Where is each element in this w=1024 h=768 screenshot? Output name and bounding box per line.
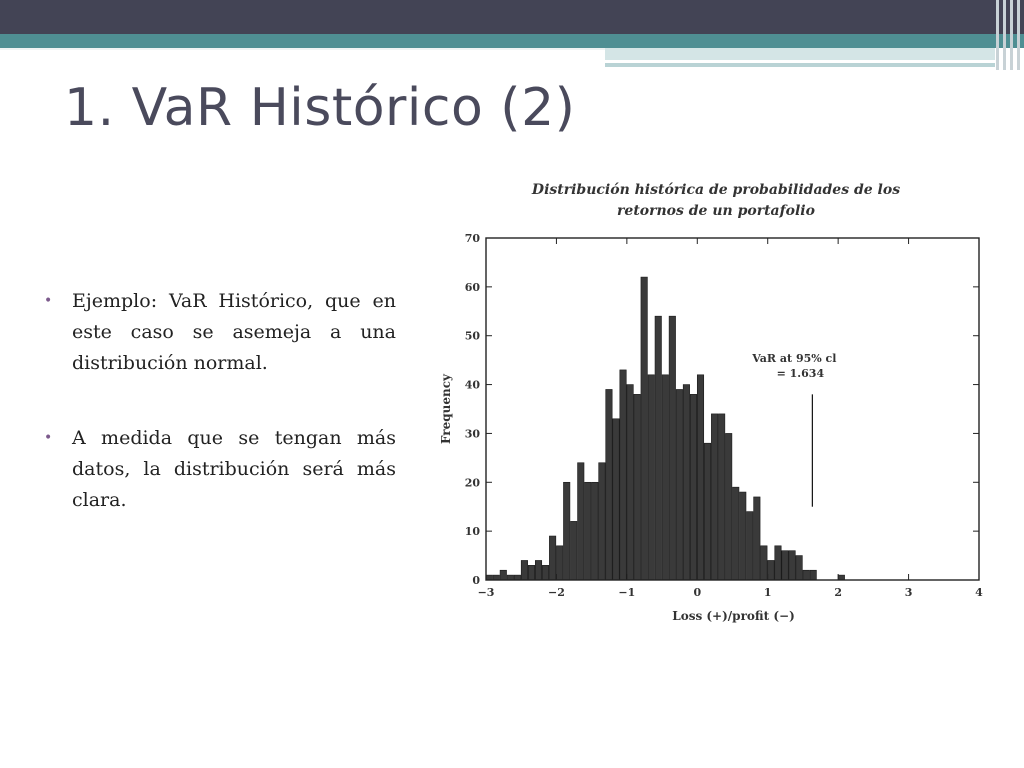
histogram-bar — [542, 565, 550, 581]
histogram-bar — [640, 276, 648, 581]
plot-frame — [485, 237, 980, 581]
x-tick-label: −2 — [548, 586, 565, 599]
histogram-bar — [675, 389, 683, 581]
bullet-icon: • — [44, 430, 53, 446]
histogram-bar — [732, 486, 740, 581]
histogram-bar — [682, 384, 690, 581]
chart-title: Distribución histórica de probabilidades… — [496, 180, 936, 222]
histogram-chart: 0 10 20 30 40 50 60 70 −3 −2 −1 0 1 2 3 4 Loss (+)/profi… — [439, 232, 983, 623]
histogram-bar — [760, 545, 768, 581]
histogram-bar — [654, 315, 662, 581]
histogram-bar — [725, 433, 733, 581]
x-tick-label: 0 — [693, 586, 701, 599]
histogram-bar — [633, 394, 641, 581]
histogram-bar — [696, 374, 705, 581]
y-tick-label: 20 — [465, 476, 481, 489]
histogram-bar — [591, 481, 599, 581]
bullet-icon: • — [44, 293, 53, 309]
histogram-bar — [781, 550, 789, 581]
histogram-bar — [788, 550, 796, 581]
x-axis-label: Loss (+)/profit (−) — [672, 609, 795, 623]
histogram-bar — [647, 374, 655, 581]
y-tick-label: 70 — [465, 232, 481, 245]
histogram-bar — [513, 574, 521, 581]
bullet-list: • Ejemplo: VaR Histórico, que en este ca… — [42, 286, 396, 560]
var-annotation-line-1: VaR at 95% cl — [751, 352, 836, 365]
histogram-bar — [577, 462, 585, 581]
x-tick-label: 4 — [975, 586, 983, 599]
accent-line-left — [0, 48, 605, 50]
histogram-bar — [626, 384, 634, 581]
histogram-bar — [520, 560, 528, 581]
histogram-bar — [739, 491, 747, 581]
y-axis-label: Frequency — [439, 373, 453, 444]
bullet-text: Ejemplo: VaR Histórico, que en este caso… — [72, 290, 396, 374]
chart-title-line-2: retornos de un portafolio — [617, 203, 815, 219]
var-annotation-line-2: = 1.634 — [777, 367, 825, 380]
slide-title: 1. VaR Histórico (2) — [64, 78, 576, 138]
bullet-item: • Ejemplo: VaR Histórico, que en este ca… — [42, 286, 396, 379]
histogram-bar — [535, 560, 543, 581]
accent-band — [0, 34, 1024, 48]
decorative-stripes — [994, 0, 1024, 70]
y-tick-label: 50 — [465, 330, 481, 343]
y-tick-label: 60 — [465, 281, 481, 294]
histogram-bar — [837, 574, 845, 581]
histogram-bar — [499, 569, 507, 581]
histogram-bar — [570, 521, 578, 581]
y-tick-label: 30 — [465, 427, 481, 440]
y-tick-label: 40 — [465, 379, 481, 392]
histogram-bar — [774, 545, 782, 581]
chart-title-line-1: Distribución histórica de probabilidades… — [531, 182, 901, 198]
histogram-bar — [704, 442, 712, 581]
histogram-bar — [802, 569, 810, 581]
y-tick-label: 0 — [472, 574, 480, 587]
x-tick-label: 3 — [905, 586, 913, 599]
histogram-bar — [668, 315, 676, 581]
histogram-bar — [795, 555, 803, 581]
histogram-bar — [563, 481, 571, 581]
x-tick-label: 2 — [834, 586, 842, 599]
histogram-bar — [485, 574, 493, 581]
histogram-bar — [584, 481, 592, 581]
bullet-item: • A medida que se tengan más datos, la d… — [42, 423, 396, 516]
histogram-bar — [527, 565, 535, 581]
histogram-bar — [753, 496, 761, 581]
histogram-bar — [661, 374, 669, 581]
accent-line — [605, 63, 995, 67]
histogram-bar — [809, 569, 817, 581]
x-tick-label: −3 — [478, 586, 495, 599]
histogram-bar — [612, 418, 620, 581]
histogram-bar — [718, 413, 726, 581]
histogram-bar — [711, 413, 719, 581]
histogram-bar — [506, 574, 514, 581]
y-tick-label: 10 — [465, 525, 481, 538]
histogram-bar — [746, 511, 754, 581]
histogram-bar — [492, 574, 500, 581]
histogram-bar — [598, 462, 606, 581]
bullet-text: A medida que se tengan más datos, la dis… — [72, 427, 396, 511]
header-bar — [0, 0, 1024, 34]
histogram-bar — [767, 560, 775, 581]
accent-band-light — [605, 48, 995, 60]
histogram-bar — [556, 545, 564, 581]
histogram-bar — [689, 394, 697, 581]
x-tick-label: −1 — [618, 586, 635, 599]
histogram-bar — [605, 389, 613, 581]
x-tick-label: 1 — [764, 586, 772, 599]
histogram-bar — [549, 535, 557, 581]
histogram-bar — [619, 369, 627, 581]
